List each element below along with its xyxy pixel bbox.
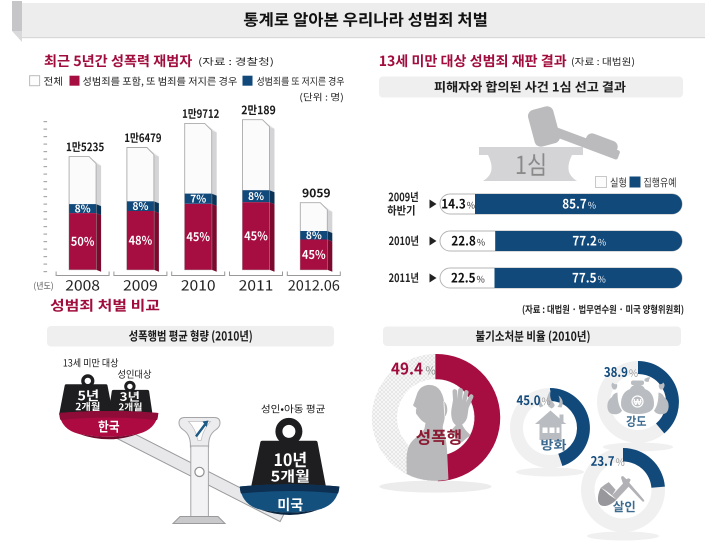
svg-text:₩: ₩ [633,397,642,407]
